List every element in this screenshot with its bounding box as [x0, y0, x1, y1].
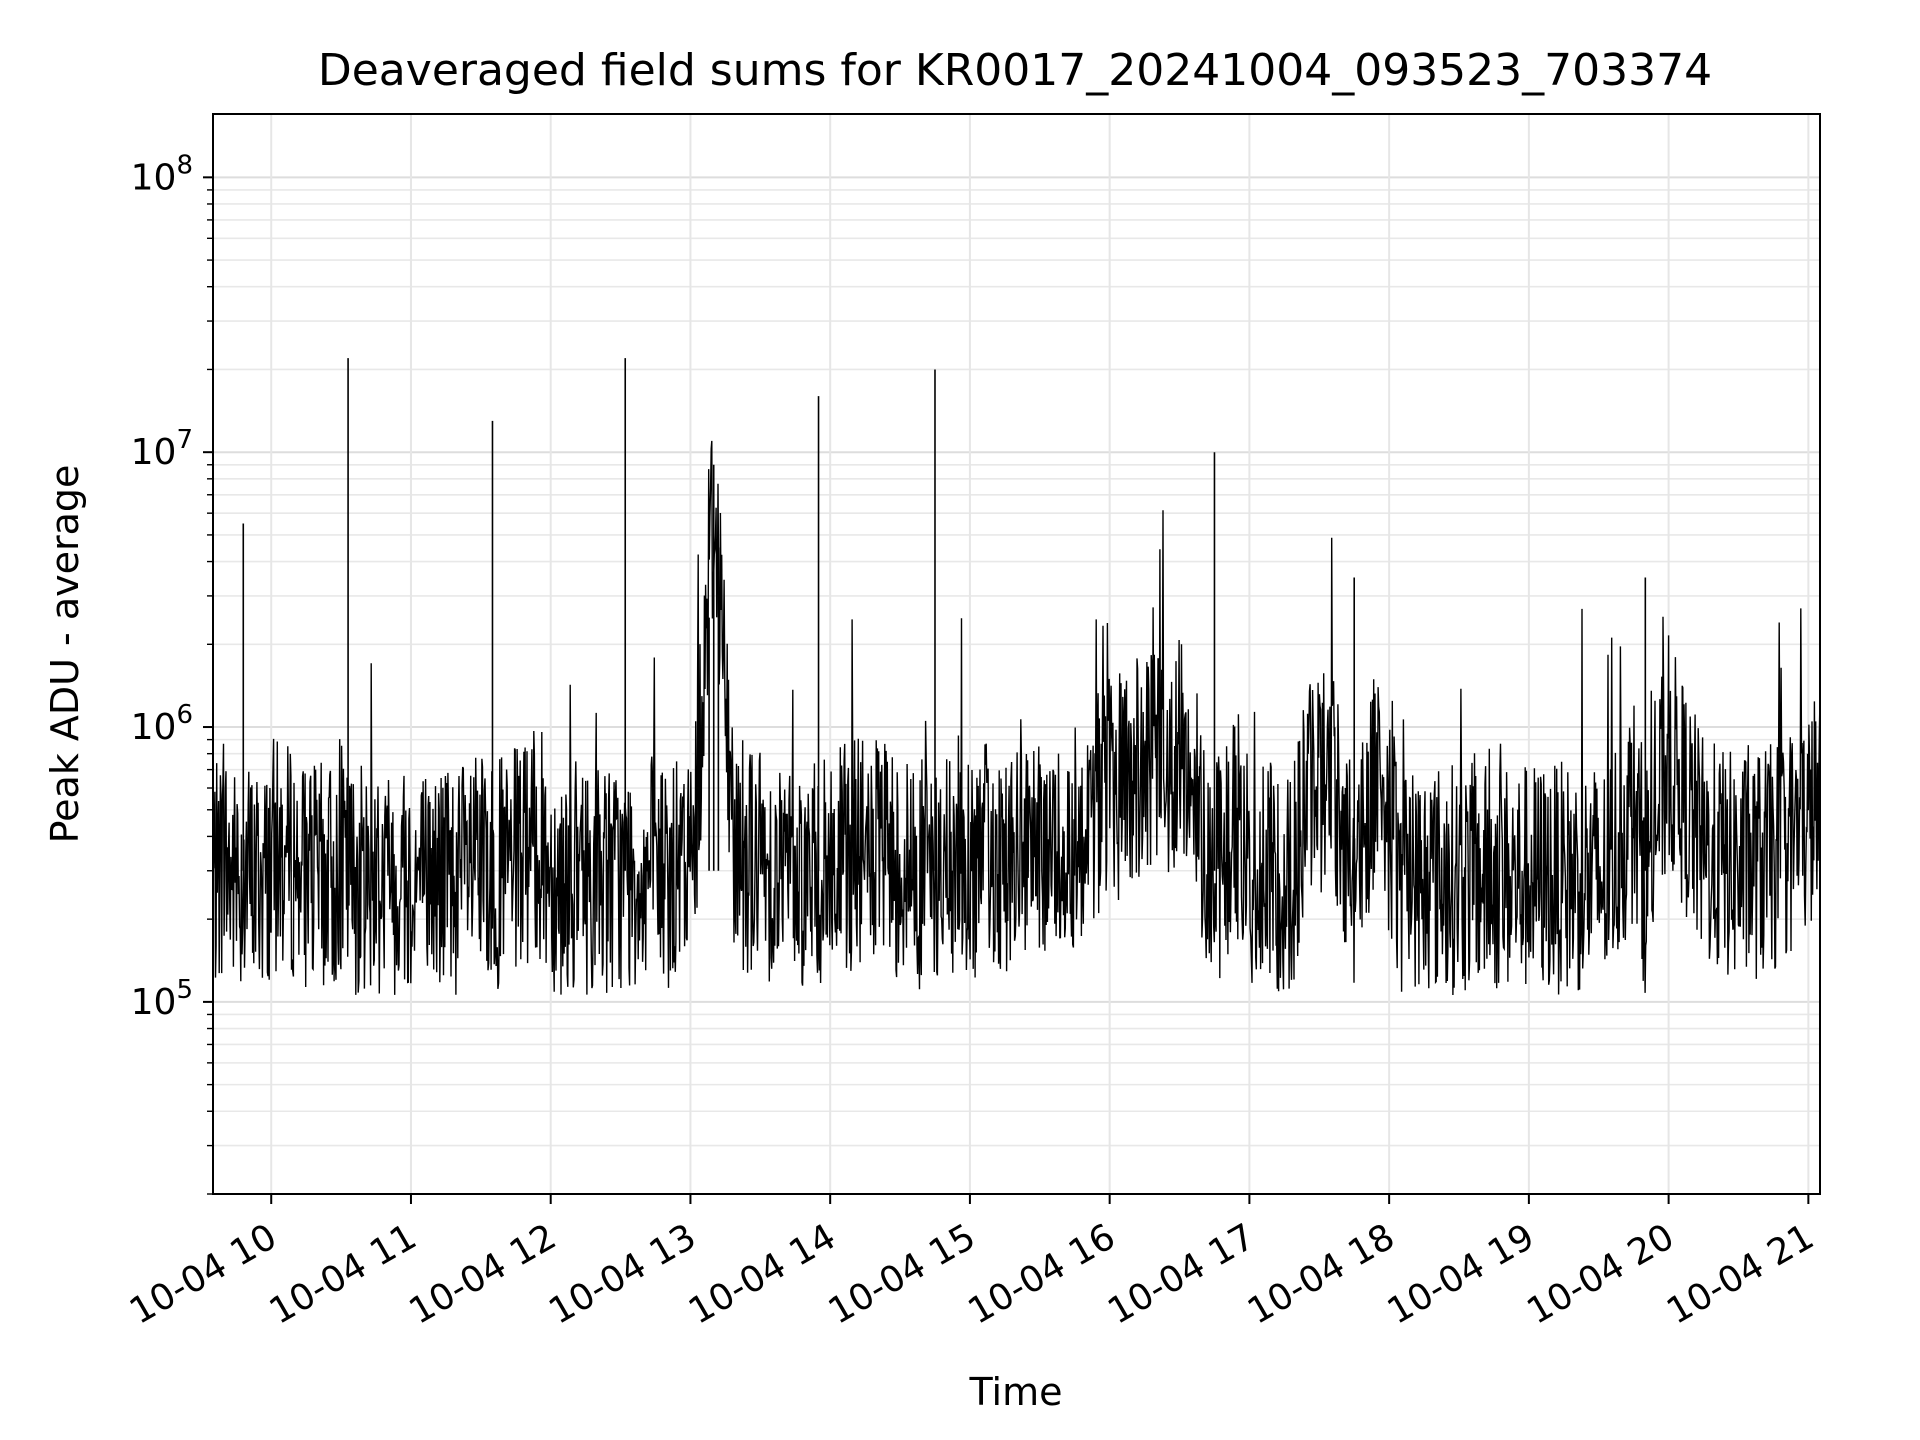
- plot-frame: [212, 113, 1821, 1195]
- y-tick-label: 105: [131, 975, 193, 1023]
- y-tick-label: 106: [131, 700, 193, 748]
- x-axis-label: Time: [969, 1370, 1063, 1414]
- y-tick-label: 108: [131, 150, 193, 198]
- chart-title: Deaveraged field sums for KR0017_2024100…: [318, 45, 1712, 96]
- series-line: [212, 440, 1821, 996]
- y-axis: 105 106 107 108: [131, 150, 213, 1195]
- y-tick-label: 107: [131, 425, 193, 473]
- y-axis-label: Peak ADU - average: [43, 465, 87, 844]
